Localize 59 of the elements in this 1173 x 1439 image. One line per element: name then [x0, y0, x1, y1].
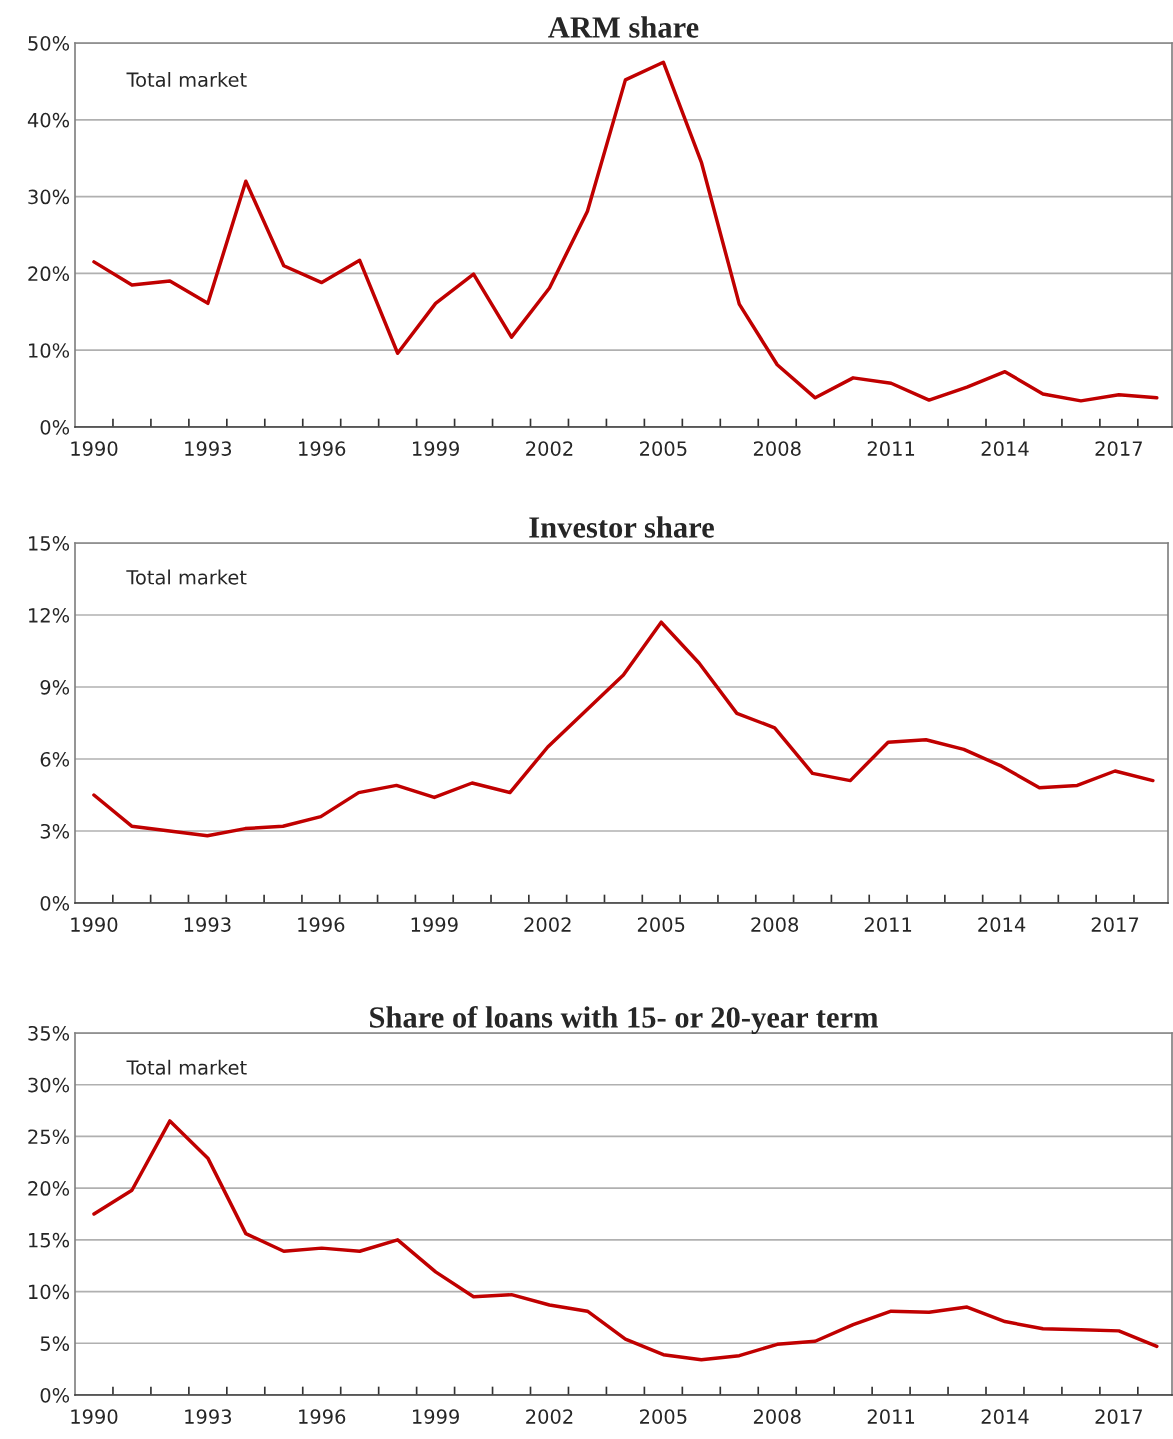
annotation: Total market — [126, 71, 247, 88]
x-tick-label: 1990 — [71, 917, 118, 932]
x-tick-label: 2002 — [524, 917, 571, 932]
y-tick-label: 35% — [28, 1025, 70, 1041]
chart-title: Share of loans with 15- or 20-year term — [370, 1005, 879, 1035]
y-tick-label: 40% — [27, 112, 70, 128]
x-tick-label: 2014 — [981, 441, 1029, 456]
y-tick-label: 0% — [40, 1387, 70, 1403]
line-series — [92, 1119, 1159, 1362]
y-tick-label: 15% — [29, 1232, 70, 1248]
x-tick-label: 2008 — [751, 917, 799, 932]
y-tick-label: 50% — [28, 35, 70, 51]
y-tick-label: 0% — [40, 895, 70, 911]
x-tick-label: 2002 — [526, 1409, 573, 1424]
x-tick-label: 2008 — [753, 441, 801, 456]
line-series — [92, 620, 1155, 838]
chart-title: ARM share — [548, 16, 699, 38]
x-tick-label: 2017 — [1091, 917, 1139, 932]
x-tick-label: 2011 — [867, 441, 915, 456]
x-tick-label: 1999 — [411, 917, 458, 932]
x-tick-label: 1993 — [185, 1409, 232, 1424]
x-tick-label: 1993 — [184, 917, 231, 932]
x-tick-label: 2011 — [864, 917, 912, 932]
y-tick-label: 25% — [28, 1129, 70, 1145]
x-tick-label: 1990 — [71, 441, 118, 456]
y-tick-label: 30% — [28, 1077, 70, 1093]
x-tick-label: 2011 — [867, 1409, 915, 1424]
y-tick-label: 6% — [40, 751, 70, 767]
x-tick-label: 1996 — [299, 1409, 346, 1424]
chart-title: Investor share — [529, 516, 714, 538]
y-tick-label: 30% — [28, 189, 70, 205]
annotation: Total market — [126, 569, 247, 585]
y-tick-label: 12% — [29, 607, 70, 623]
y-tick-label: 9% — [40, 679, 70, 695]
x-tick-label: 2002 — [526, 441, 573, 456]
y-tick-label: 20% — [28, 1181, 70, 1196]
y-tick-label: 10% — [29, 1284, 70, 1300]
x-tick-label: 2005 — [640, 441, 687, 456]
x-tick-label: 1996 — [299, 441, 346, 456]
x-tick-label: 2014 — [978, 917, 1026, 932]
y-tick-label: 15% — [29, 535, 70, 551]
y-tick-label: 0% — [40, 419, 70, 435]
x-tick-label: 1999 — [413, 441, 459, 456]
x-tick-label: 2005 — [640, 1409, 687, 1424]
x-tick-label: 1996 — [298, 917, 345, 932]
x-tick-label: 2017 — [1095, 1409, 1142, 1424]
y-tick-label: 5% — [40, 1336, 70, 1351]
y-tick-label: 10% — [29, 343, 70, 358]
x-tick-label: 1993 — [185, 441, 232, 456]
annotation: Total market — [126, 1059, 247, 1075]
x-tick-label: 2008 — [753, 1409, 801, 1424]
x-tick-label: 1999 — [413, 1409, 459, 1424]
y-tick-label: 20% — [28, 266, 70, 282]
y-tick-label: 3% — [40, 823, 70, 839]
x-tick-label: 2005 — [637, 917, 685, 932]
x-tick-label: 1990 — [71, 1409, 118, 1424]
line-series — [92, 60, 1159, 403]
x-tick-label: 2014 — [981, 1409, 1029, 1424]
x-tick-label: 2017 — [1095, 441, 1142, 456]
